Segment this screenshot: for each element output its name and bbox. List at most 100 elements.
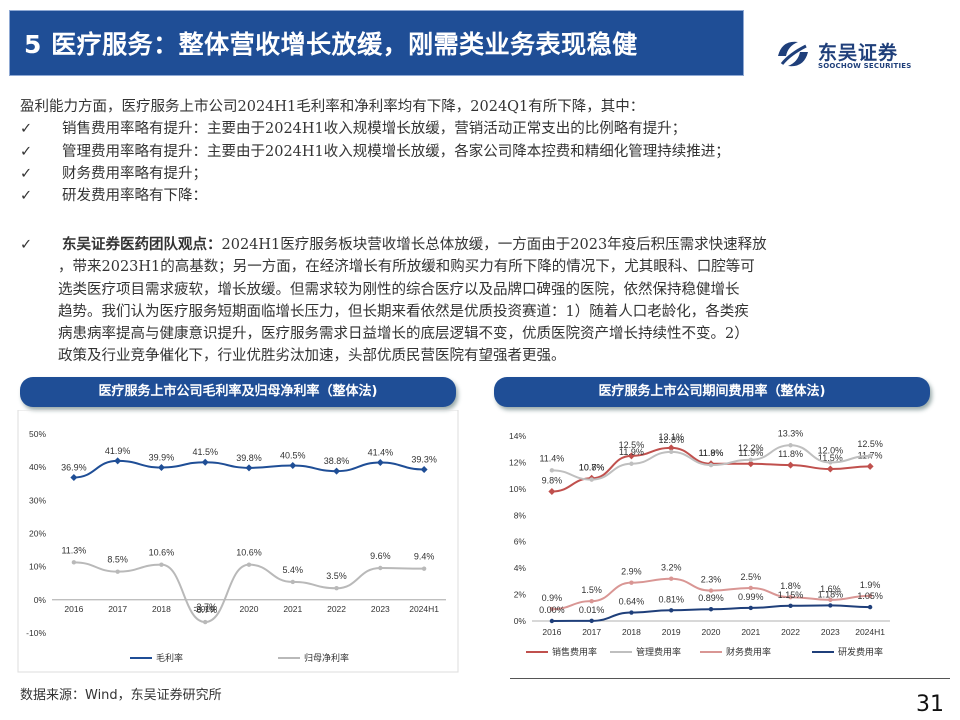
x-tick-label: 2021 <box>283 604 302 614</box>
source-note: 数据来源：Wind，东吴证券研究所 <box>20 688 222 703</box>
bullet-item: ✓ 研发费用率略有下降： <box>20 185 945 207</box>
view-text: 2024H1医疗服务板块营收增长总体放缓，一方面由于2023年疫后积压需求快速释… <box>221 237 767 253</box>
data-point <box>203 619 208 625</box>
data-point <box>70 473 78 481</box>
data-label: 1.9% <box>860 580 881 590</box>
data-point <box>708 462 714 468</box>
data-label: 2.5% <box>741 572 762 582</box>
data-label: 11.9% <box>619 447 644 457</box>
bullet-item: ✓ 管理费用率略有提升：主要由于2024H1收入规模增长放缓，各家公司降本控费和精… <box>20 141 945 163</box>
data-point <box>549 618 555 624</box>
view-line: 病患病率提高与健康意识提升，医疗服务需求日益增长的底层逻辑不变，优质医院资产增长… <box>58 326 749 343</box>
data-label: 36.9% <box>61 462 87 472</box>
data-label: 3.5% <box>326 571 347 581</box>
data-label: 1.05% <box>857 591 883 601</box>
x-tick-label: 2024H1 <box>409 604 439 614</box>
data-label: 13.3% <box>778 428 804 438</box>
data-point <box>867 593 873 599</box>
data-point <box>669 449 674 455</box>
data-label: 0.64% <box>619 597 645 607</box>
check-icon: ✓ <box>20 165 33 182</box>
data-point <box>246 562 252 567</box>
legend-label: 研发费用率 <box>838 646 883 657</box>
series-line <box>73 561 425 624</box>
y-tick-label: 6% <box>514 537 527 547</box>
y-tick-label: -10% <box>26 628 46 638</box>
data-label: 13.1% <box>658 432 684 442</box>
data-label: 12.0% <box>818 445 844 455</box>
data-label: 11.3% <box>61 545 86 555</box>
x-tick-label: 2022 <box>781 627 800 637</box>
data-label: 1.18% <box>818 589 844 599</box>
data-label: 0.9% <box>542 593 563 603</box>
data-point <box>866 462 874 470</box>
data-label: 0.89% <box>698 593 724 603</box>
data-label: 41.5% <box>192 447 218 457</box>
check-icon: ✓ <box>20 121 33 138</box>
data-label: 41.9% <box>105 446 131 456</box>
data-label: 12.2% <box>738 443 764 453</box>
y-tick-label: 4% <box>514 563 527 573</box>
data-point <box>708 607 714 612</box>
data-point <box>669 608 674 613</box>
data-point <box>748 585 753 591</box>
data-point <box>420 465 428 473</box>
team-view: ✓ 东吴证券医药团队观点：2024H1医疗服务板块营收增长总体放缓，一方面由于20… <box>20 234 945 368</box>
x-tick-label: 2022 <box>327 604 346 614</box>
data-label: 2.3% <box>701 575 722 585</box>
title-banner: 5 医疗服务：整体营收增长放缓，刚需类业务表现稳健 <box>9 10 744 76</box>
data-point <box>629 461 634 466</box>
data-label: 11.5% <box>818 453 843 463</box>
data-label: -6.7% <box>193 605 217 615</box>
x-tick-label: 2021 <box>741 627 760 637</box>
legend-label: 毛利率 <box>156 652 183 663</box>
data-point <box>748 605 753 611</box>
data-point <box>376 459 384 467</box>
y-tick-label: 0% <box>514 616 527 626</box>
data-label: 39.8% <box>236 453 262 463</box>
data-point <box>549 468 555 473</box>
data-label: 3.2% <box>661 563 682 573</box>
y-tick-label: 12% <box>509 457 526 467</box>
bullet-item: ✓ 销售费用率略有提升：主要由于2024H1收入规模增长放缓，营销活动正常支出的比… <box>20 118 945 140</box>
legend-label: 管理费用率 <box>636 646 681 657</box>
check-icon: ✓ <box>20 188 33 205</box>
y-tick-label: 40% <box>29 462 46 472</box>
data-label: 0.81% <box>658 594 684 604</box>
data-point <box>748 457 753 462</box>
data-point <box>245 464 253 472</box>
y-tick-label: 20% <box>29 529 46 539</box>
data-label: 38.8% <box>324 456 350 466</box>
data-point <box>334 586 339 591</box>
x-tick-label: 2023 <box>371 604 390 614</box>
intro-text: 盈利能力方面，医疗服务上市公司2024H1毛利率和净利率均有下降，2024Q1有… <box>20 99 645 115</box>
data-point <box>159 562 164 567</box>
data-label: 12.5% <box>619 440 645 450</box>
data-label: 1.15% <box>778 590 804 600</box>
y-tick-label: 30% <box>29 495 46 505</box>
view-line: ，带来2023H1的高基数；另一方面，在经济增长有所放缓和购买力有所下降的情况下… <box>58 259 755 276</box>
data-label: 8.5% <box>107 555 128 565</box>
data-label: 11.8% <box>778 449 803 459</box>
data-label: 0.99% <box>738 592 764 602</box>
data-point <box>289 462 297 470</box>
data-label: 12.5% <box>857 439 883 449</box>
expense-chart: 14% 12% 10% 8% 6% 4% 2% 0% 2016 2017 2018 2019 2020 2… <box>509 428 890 657</box>
data-label: 0.01% <box>579 605 605 615</box>
x-tick-label: 2019 <box>662 627 681 637</box>
legend-label: 归母净利率 <box>304 652 349 663</box>
data-label: 10.6% <box>236 548 262 558</box>
y-tick-label: 50% <box>29 429 46 439</box>
view-line: ✓ 东吴证券医药团队观点：2024H1医疗服务板块营收增长总体放缓，一方面由于20… <box>20 234 945 256</box>
x-tick-label: 2020 <box>702 627 721 637</box>
data-label: 5.4% <box>283 565 304 575</box>
legend-label: 销售费用率 <box>552 646 597 657</box>
x-tick-label: 2024H1 <box>855 627 885 637</box>
page-title: 5 医疗服务：整体营收增长放缓，刚需类业务表现稳健 <box>24 30 638 59</box>
x-tick-label: 2016 <box>64 604 83 614</box>
x-tick-label: 2016 <box>542 627 561 637</box>
data-point <box>71 560 77 565</box>
data-label: 39.3% <box>411 454 437 464</box>
view-lead: 东吴证券医药团队观点： <box>62 236 222 253</box>
data-point <box>629 610 634 615</box>
